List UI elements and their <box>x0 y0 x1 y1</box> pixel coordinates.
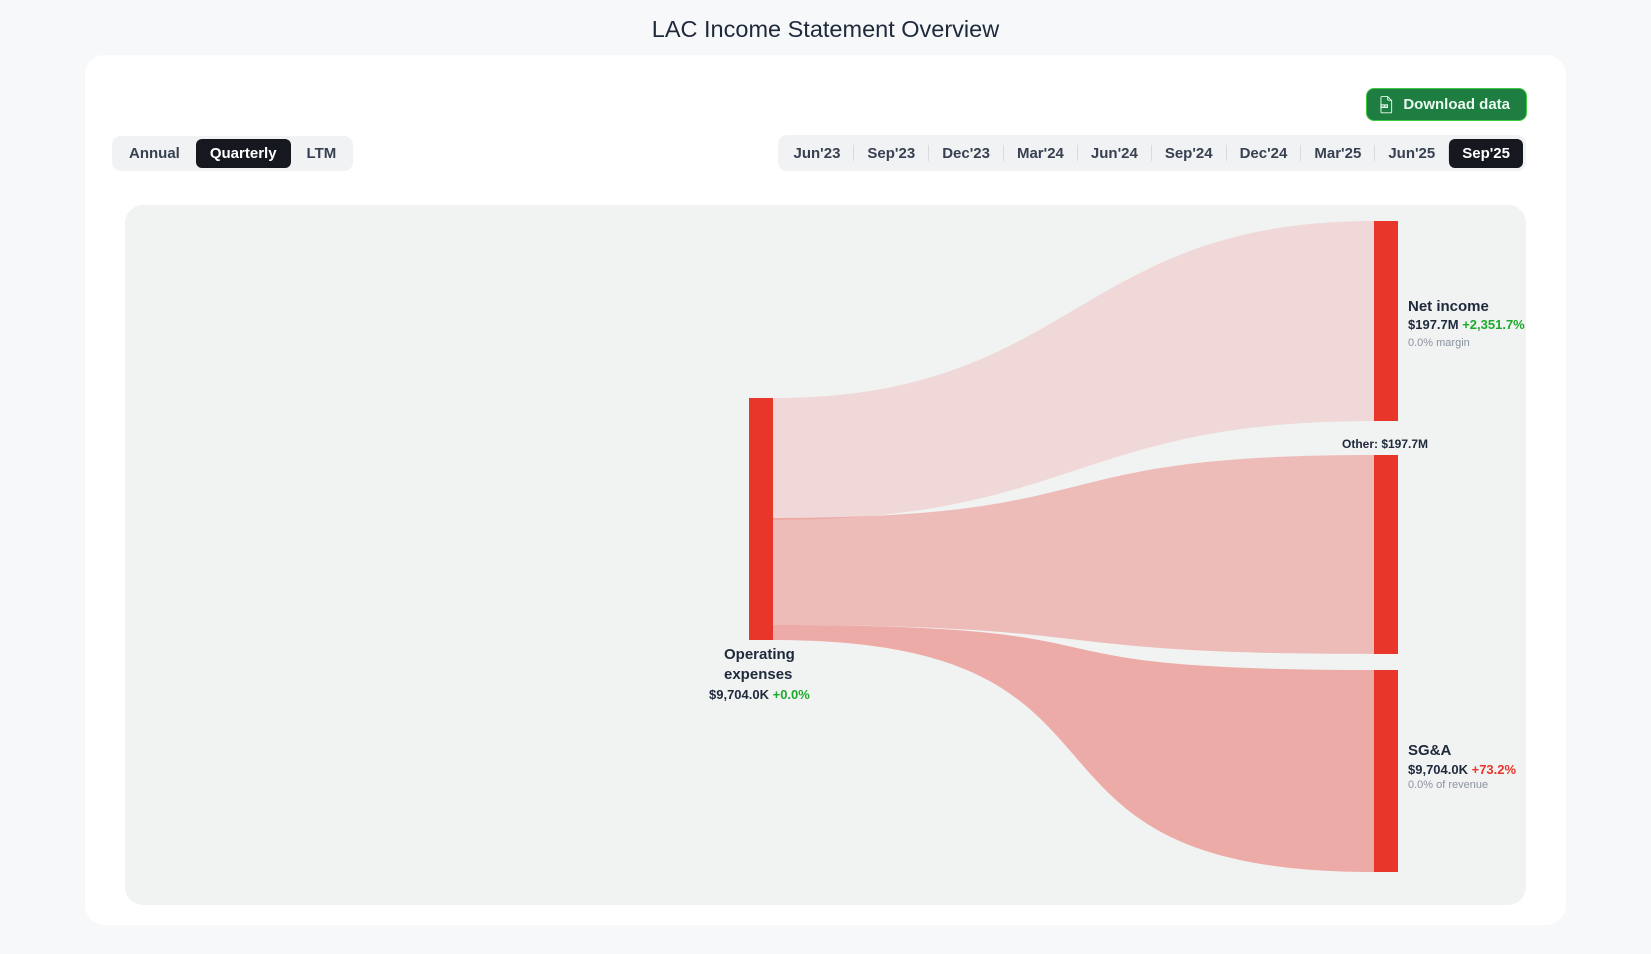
svg-text:XLS: XLS <box>1382 104 1388 108</box>
